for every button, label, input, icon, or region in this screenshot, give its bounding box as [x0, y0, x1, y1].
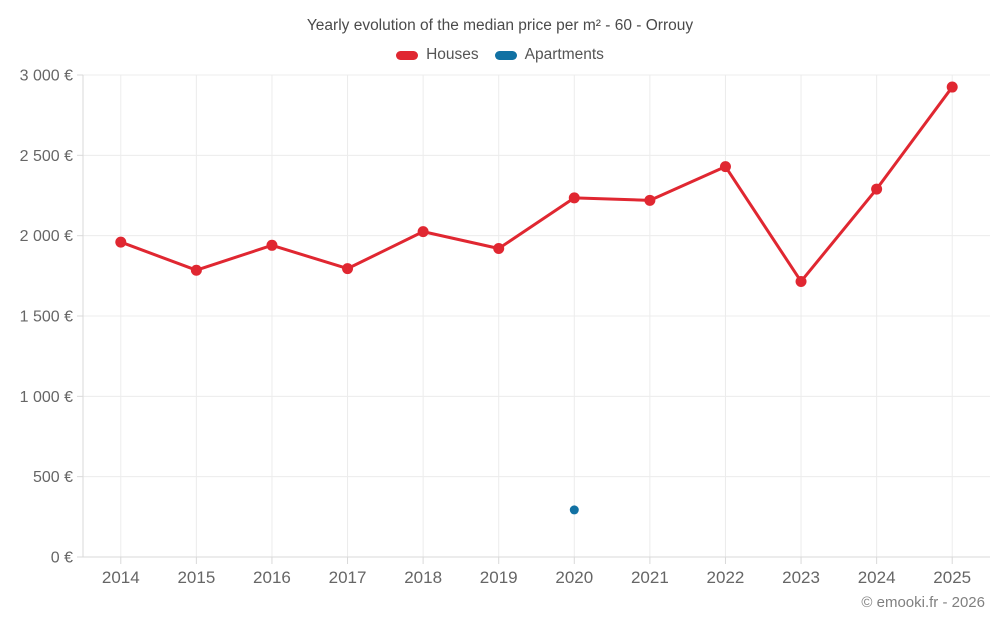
data-point-houses[interactable]	[568, 192, 580, 204]
data-point-apartments[interactable]	[569, 505, 579, 515]
x-tick-label: 2018	[404, 568, 442, 587]
x-tick-label: 2016	[253, 568, 291, 587]
legend-swatch-apartments	[494, 50, 517, 60]
data-point-houses[interactable]	[719, 161, 731, 173]
x-tick-label: 2023	[782, 568, 820, 587]
legend-item-houses[interactable]: Houses	[396, 46, 479, 64]
x-tick-label: 2025	[933, 568, 971, 587]
data-point-houses[interactable]	[871, 183, 883, 195]
x-tick-label: 2014	[102, 568, 140, 587]
y-tick-label: 3 000 €	[20, 68, 73, 85]
chart-title: Yearly evolution of the median price per…	[306, 17, 694, 34]
y-tick-label: 2 500 €	[20, 148, 73, 165]
y-tick-label: 2 000 €	[20, 228, 73, 245]
data-point-houses[interactable]	[946, 81, 958, 93]
x-tick-label: 2021	[631, 568, 669, 587]
data-point-houses[interactable]	[190, 264, 202, 276]
legend-label-houses: Houses	[426, 46, 479, 63]
x-tick-label: 2015	[177, 568, 215, 587]
x-tick-label: 2020	[555, 568, 593, 587]
legend-swatch-houses	[396, 50, 419, 60]
data-point-houses[interactable]	[417, 226, 429, 238]
legend-label-apartments: Apartments	[524, 46, 604, 63]
data-point-houses[interactable]	[115, 236, 127, 248]
x-tick-label: 2022	[707, 568, 745, 587]
x-tick-label: 2024	[858, 568, 896, 587]
y-tick-label: 0 €	[51, 550, 73, 567]
data-point-houses[interactable]	[266, 239, 278, 251]
y-tick-label: 500 €	[33, 469, 73, 486]
x-tick-label: 2019	[480, 568, 518, 587]
y-tick-label: 1 000 €	[20, 389, 73, 406]
legend-item-apartments[interactable]: Apartments	[494, 46, 604, 64]
chart-legend: Houses Apartments	[0, 46, 1000, 64]
data-point-houses[interactable]	[644, 194, 656, 206]
series-line-houses	[119, 85, 954, 283]
data-point-houses[interactable]	[493, 243, 505, 255]
copyright-note: © emooki.fr - 2026	[861, 594, 985, 611]
y-tick-label: 1 500 €	[20, 309, 73, 326]
x-tick-label: 2017	[329, 568, 367, 587]
data-point-houses[interactable]	[342, 263, 354, 275]
data-point-houses[interactable]	[795, 275, 807, 287]
